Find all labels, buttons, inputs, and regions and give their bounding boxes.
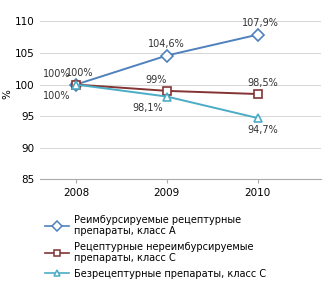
Text: 98,1%: 98,1% (132, 103, 163, 113)
Text: 107,9%: 107,9% (242, 18, 279, 28)
Text: 100%: 100% (43, 91, 70, 101)
Text: 100%: 100% (67, 68, 94, 78)
Text: 94,7%: 94,7% (248, 125, 278, 135)
Text: 100%: 100% (43, 69, 70, 79)
Text: 98,5%: 98,5% (248, 78, 278, 88)
Y-axis label: %: % (2, 89, 12, 99)
Text: 104,6%: 104,6% (148, 39, 185, 49)
Text: 99%: 99% (145, 75, 166, 85)
Legend: Реимбурсируемые рецептурные
препараты, класс A, Рецептурные нереимбурсируемые
пр: Реимбурсируемые рецептурные препараты, к… (45, 215, 266, 278)
